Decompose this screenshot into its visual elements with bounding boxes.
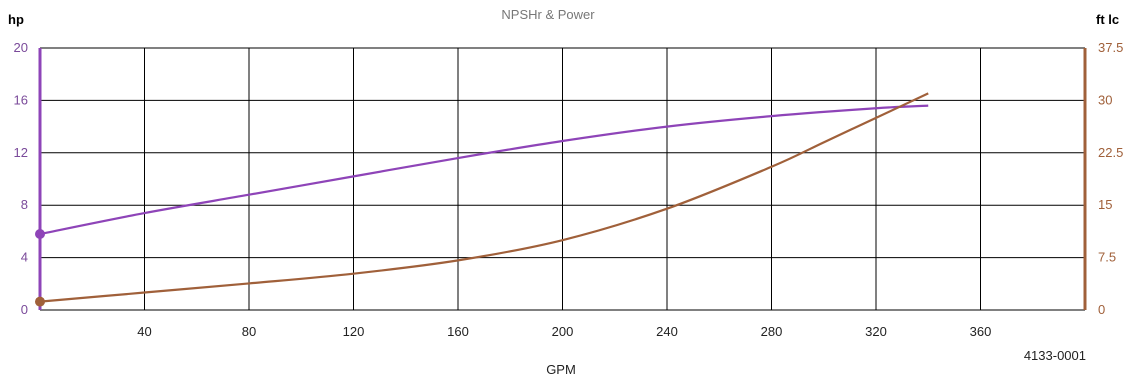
x-tick-label: 320 [865,324,887,339]
y-right-tick-label: 0 [1098,302,1105,317]
y-left-tick-label: 16 [14,92,28,107]
x-tick-label: 160 [447,324,469,339]
grid [40,47,1085,311]
x-tick-label: 200 [552,324,574,339]
npshr-start-marker [35,296,45,307]
npshr-curve [39,92,929,303]
tick-labels: 40 80 120 160 200 240 280 320 36004812162007.515… [14,40,1124,339]
x-tick-label: 280 [761,324,783,339]
y-right-tick-label: 30 [1098,92,1112,107]
x-tick-label: 80 [242,324,256,339]
x-tick-label: 40 [137,324,151,339]
right-axis-unit: ft lc [1096,12,1119,27]
y-left-tick-label: 0 [21,302,28,317]
y-right-tick-label: 22.5 [1098,145,1123,160]
y-right-tick-label: 37.5 [1098,40,1123,55]
y-right-tick-label: 7.5 [1098,250,1116,265]
y-right-tick-label: 15 [1098,197,1112,212]
chart-title: NPSHr & Power [501,7,595,22]
y-left-tick-label: 12 [14,145,28,160]
y-left-tick-label: 4 [21,250,28,265]
power-start-marker [35,229,45,240]
x-tick-label: 360 [970,324,992,339]
x-tick-label: 240 [656,324,678,339]
power-curve [39,104,929,236]
y-left-tick-label: 8 [21,197,28,212]
axes [38,48,1087,310]
figure-code: 4133-0001 [1024,348,1086,363]
left-axis-unit: hp [8,12,24,27]
series [35,92,929,307]
y-left-tick-label: 20 [14,40,28,55]
x-tick-label: 120 [343,324,365,339]
x-axis-label: GPM [546,362,576,377]
